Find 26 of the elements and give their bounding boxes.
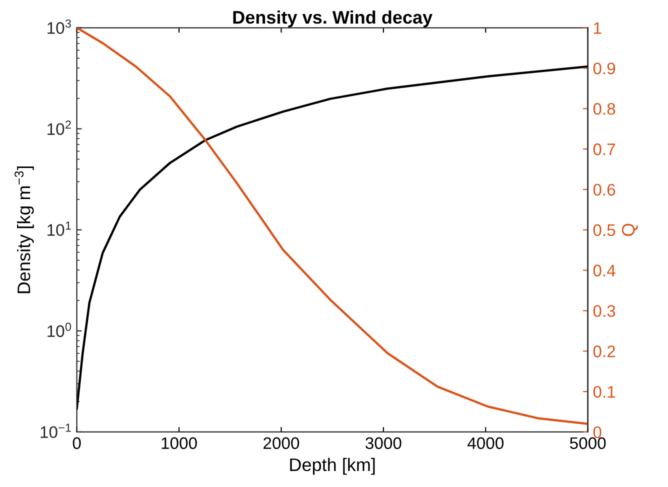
y2-tick-label: 0.7 xyxy=(593,143,616,156)
y-tick-label: 10$^{0}$ xyxy=(48,322,72,338)
y-tick-label: 10$^{3}$ xyxy=(48,19,71,34)
y2-tick-label: 1 xyxy=(594,22,602,34)
y-axis-title: Density [kg m$^{−3}$] xyxy=(14,166,34,294)
y2-tick-label: 0.6 xyxy=(593,184,616,196)
y2-tick-label: 0.3 xyxy=(593,305,616,317)
y2-tick-label: 0.9 xyxy=(593,62,616,74)
y2-tick-label: 0.5 xyxy=(593,224,616,236)
x-tick-label: 1000 xyxy=(162,437,197,450)
y2-tick-label: 0 xyxy=(593,426,602,438)
y-tick-label: 10$^{1}$ xyxy=(48,222,71,236)
x-tick-label: 0 xyxy=(72,437,81,450)
y2-tick-label: 0.8 xyxy=(593,103,616,115)
y2-tick-label: 0.4 xyxy=(593,264,616,276)
y-tick-label: 10$^{−1}$ xyxy=(40,424,71,438)
x-tick-label: 3000 xyxy=(366,437,402,450)
y2-tick-label: 0.1 xyxy=(593,386,616,398)
y-tick-label: 10$^{2}$ xyxy=(48,120,71,135)
chart-title: Density vs. Wind decay xyxy=(233,10,433,28)
x-tick-label: 2000 xyxy=(264,437,300,450)
x-tick-label: 4000 xyxy=(467,437,504,450)
y2-tick-label: 0.2 xyxy=(593,346,616,358)
x-tick-label: 5000 xyxy=(570,437,606,450)
x-axis-title: Depth [km] xyxy=(290,458,375,475)
y2-axis-title: Q xyxy=(622,224,638,236)
